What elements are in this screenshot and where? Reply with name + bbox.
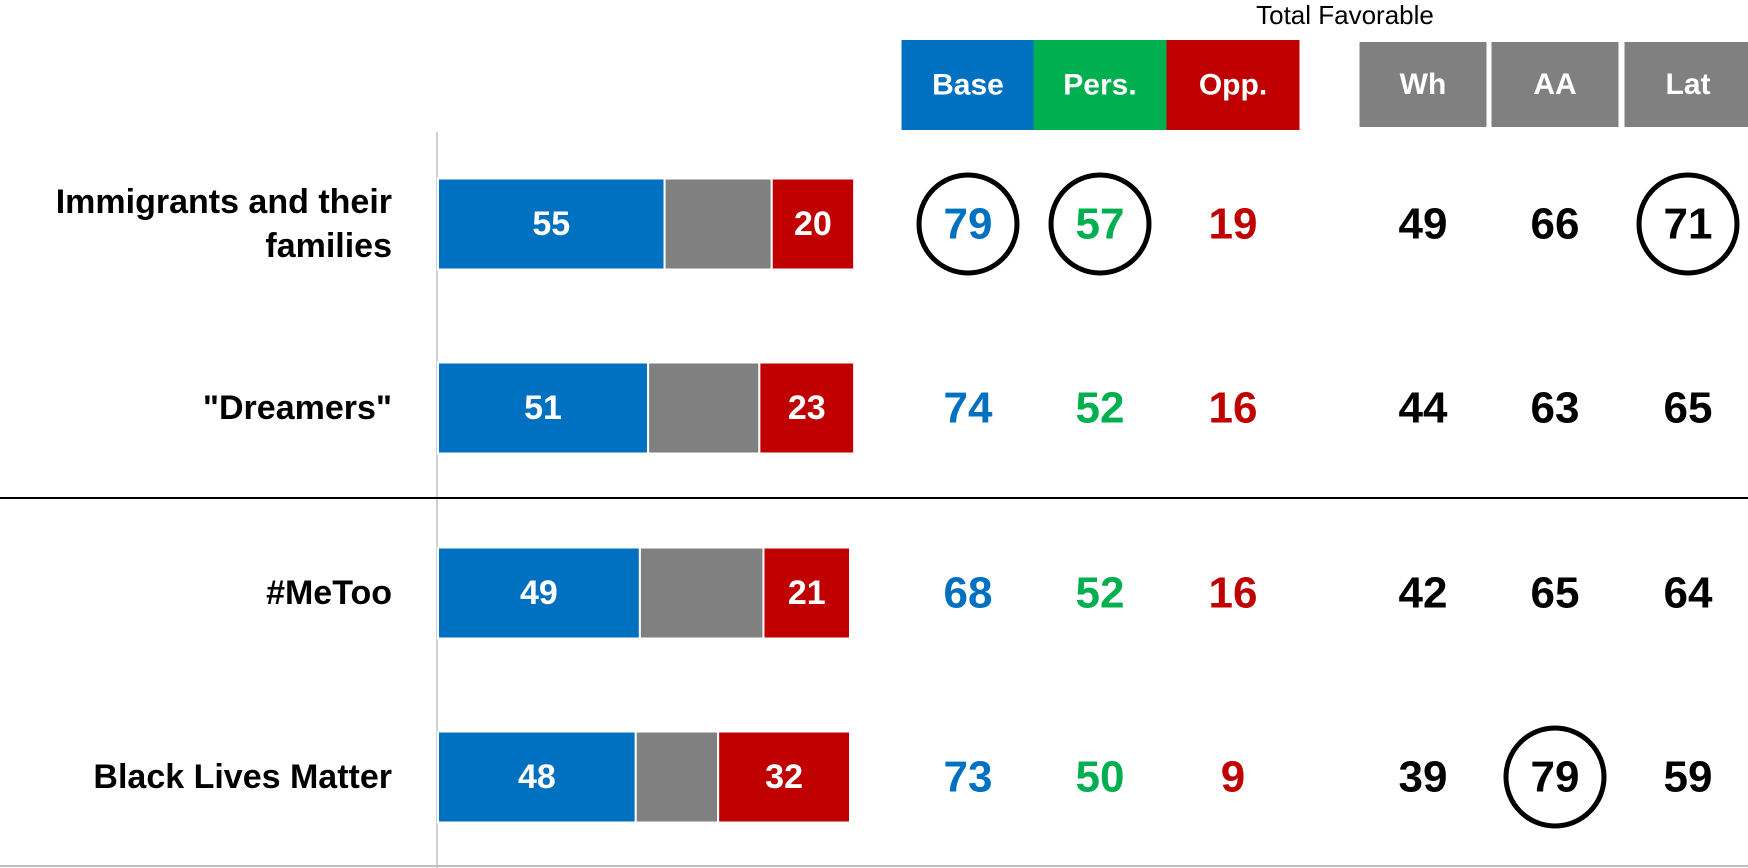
bar-segment (437, 546, 641, 640)
bar-segment (663, 177, 773, 271)
bar-segment (758, 361, 856, 455)
highlight-circle (1636, 172, 1740, 276)
table-value: 52 (1076, 569, 1125, 618)
table-value: 64 (1664, 569, 1713, 618)
bar-segment (437, 730, 637, 824)
bar-segment (437, 361, 650, 455)
category-label: Immigrants and their families (55, 183, 392, 265)
bar-segment (638, 546, 765, 640)
table-title: Total Favorable (1256, 0, 1434, 30)
bar-label: 23 (788, 389, 826, 427)
table-value: 39 (1399, 753, 1448, 802)
bar-segment (647, 361, 761, 455)
table-value: 50 (1076, 753, 1125, 802)
column-header: AA (1533, 68, 1576, 101)
bar-segment (762, 546, 851, 640)
bar-label: 49 (520, 574, 558, 612)
bar-segment (634, 730, 720, 824)
column-header-box (1624, 42, 1748, 127)
bar-label: 55 (532, 205, 570, 243)
column-header: Opp. (1199, 69, 1267, 102)
column-header: Wh (1400, 68, 1447, 101)
column-header: Base (932, 69, 1004, 102)
bar-label: 20 (794, 205, 832, 243)
bar-segment (770, 177, 856, 271)
table-value: 73 (944, 753, 993, 802)
bar-segment (437, 177, 666, 271)
table-value: 65 (1664, 384, 1713, 433)
table-value: 52 (1076, 384, 1125, 433)
bar-segment (717, 730, 851, 824)
highlight-circle (916, 172, 1020, 276)
table-value: 44 (1399, 384, 1448, 433)
bar-label: 48 (518, 758, 556, 796)
table-value: 68 (944, 569, 993, 618)
table-value: 16 (1209, 569, 1258, 618)
column-header-box (1033, 40, 1167, 130)
column-header-box (901, 40, 1035, 130)
table-value: 16 (1209, 384, 1258, 433)
table-value: 79 (1531, 753, 1580, 802)
bar-label: 32 (765, 758, 803, 796)
table-value: 57 (1076, 200, 1125, 249)
table-value: 65 (1531, 569, 1580, 618)
table-value: 49 (1399, 200, 1448, 249)
category-label: Black Lives Matter (93, 758, 392, 796)
column-header-box (1491, 42, 1619, 127)
table-value: 79 (944, 200, 993, 249)
bar-label: 21 (788, 574, 826, 612)
table-value: 74 (944, 384, 993, 433)
table-value: 9 (1221, 753, 1245, 802)
column-header: Pers. (1063, 69, 1136, 102)
column-header: Lat (1666, 68, 1711, 101)
column-header-box (1166, 40, 1300, 130)
table-value: 42 (1399, 569, 1448, 618)
highlight-circle (1048, 172, 1152, 276)
bar-label: 51 (524, 389, 562, 427)
table-value: 66 (1531, 200, 1580, 249)
table-value: 19 (1209, 200, 1258, 249)
table-value: 63 (1531, 384, 1580, 433)
category-label: "Dreamers" (202, 389, 392, 427)
column-header-box (1359, 42, 1487, 127)
category-label: #MeToo (266, 574, 392, 612)
table-value: 59 (1664, 753, 1713, 802)
table-value: 71 (1664, 200, 1713, 249)
highlight-circle (1503, 725, 1607, 829)
